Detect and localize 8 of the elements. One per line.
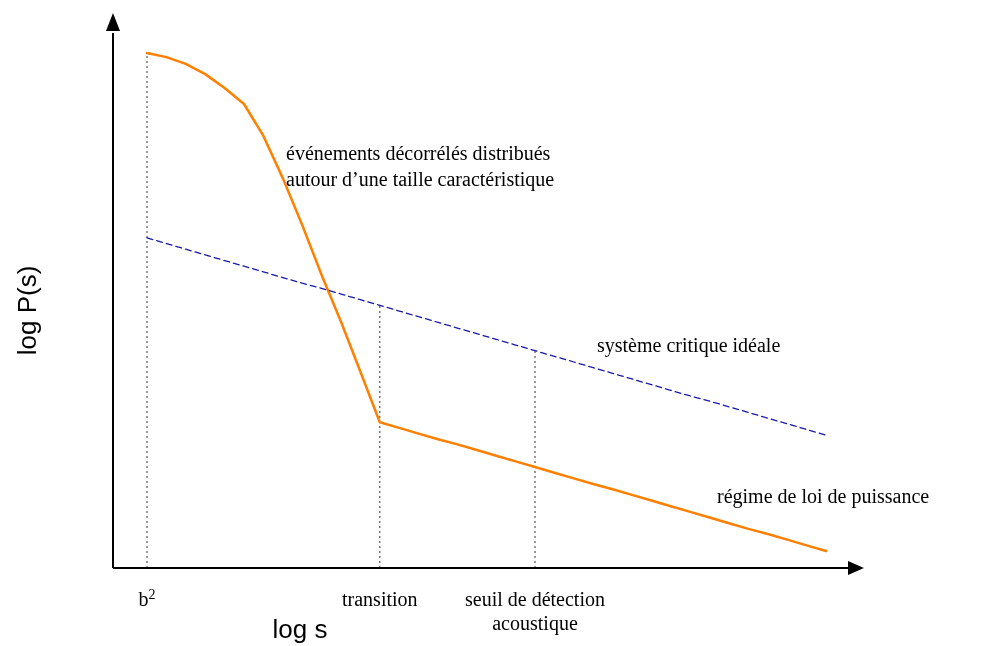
annotation: événements décorrélés distribués autour d’une taille caractéristique (286, 142, 555, 191)
annotation: système critique idéale (597, 334, 781, 357)
x-tick-label: transition (342, 588, 418, 610)
y-axis-title: log P(s) (12, 265, 42, 356)
annotation: régime de loi de puissance (717, 485, 930, 508)
x-tick-label: b$^{2}$ (138, 586, 156, 610)
x-tick-label: seuil de détection acoustique (465, 588, 605, 635)
x-axis-title: log s (272, 614, 328, 644)
